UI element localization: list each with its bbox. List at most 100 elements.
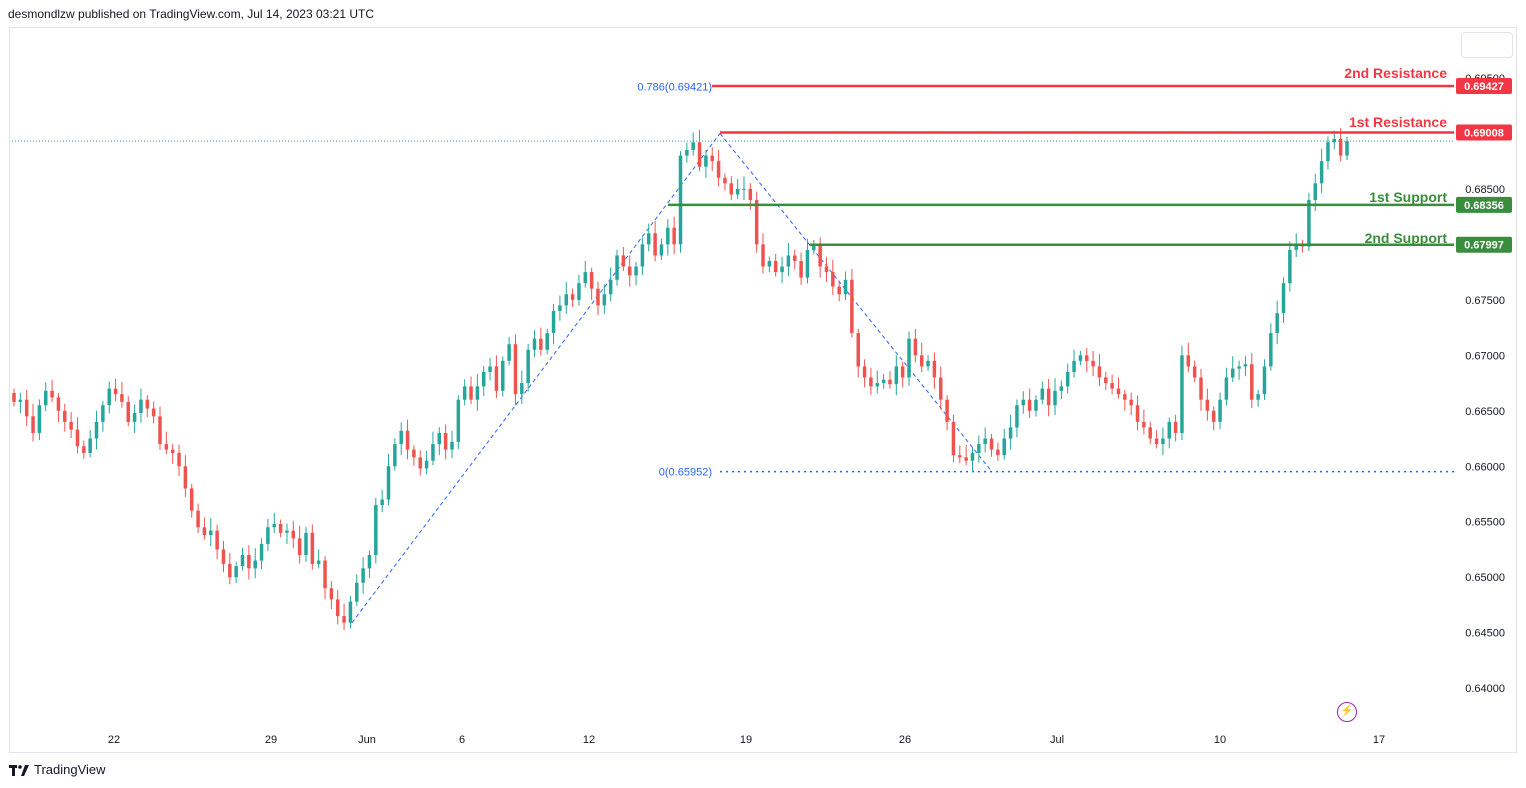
x-tick-label-6: 26 <box>899 734 911 746</box>
candle-body <box>1218 399 1222 422</box>
candle-body <box>869 377 873 387</box>
candle-body <box>945 399 949 422</box>
y-tick-label-8: 0.64500 <box>1465 628 1505 640</box>
candle-body <box>1148 427 1152 439</box>
candle-body <box>539 338 543 350</box>
candle-body <box>113 388 118 395</box>
candle-body <box>418 457 422 469</box>
candle-body <box>437 432 442 445</box>
candle-body <box>1319 161 1324 184</box>
candle-body <box>1123 394 1127 400</box>
candle-body <box>850 279 854 334</box>
fib-trendline-up <box>351 133 721 624</box>
candle-body <box>367 555 372 569</box>
candle-body <box>1205 399 1210 411</box>
candle-body <box>1281 283 1286 314</box>
level-price-tag-1 <box>1456 124 1512 141</box>
candle-body <box>132 413 137 422</box>
footer-brand[interactable]: TradingView <box>9 762 106 777</box>
candle-body <box>234 566 238 578</box>
candle-body <box>1021 399 1026 406</box>
candle-body <box>1015 405 1019 428</box>
x-tick-label-5: 19 <box>740 734 752 746</box>
candle-body <box>272 523 276 528</box>
candle-body <box>545 333 549 350</box>
candle-body <box>145 399 150 409</box>
candle-body <box>56 397 61 411</box>
candle-body <box>1161 438 1165 445</box>
candle-body <box>481 371 486 387</box>
level-price-tag-2 <box>1456 196 1512 213</box>
candle-body <box>513 344 518 395</box>
candle-body <box>1243 364 1248 367</box>
candle-body <box>735 188 740 195</box>
candle-body <box>1129 399 1133 406</box>
candle-body <box>202 527 207 536</box>
candle-body <box>12 393 16 402</box>
candle-body <box>780 266 784 273</box>
tradingview-logo-icon <box>9 764 29 776</box>
candle-body <box>843 279 848 295</box>
candle-body <box>996 449 1000 456</box>
candle-body <box>120 394 124 402</box>
candle-body <box>316 560 321 564</box>
candle-body <box>82 446 86 453</box>
candle-body <box>424 460 429 469</box>
candle-body <box>659 244 664 256</box>
candle-body <box>589 272 594 289</box>
candle-body <box>824 266 829 273</box>
y-tick-label-7: 0.65000 <box>1465 572 1505 584</box>
candle-body <box>1008 427 1013 439</box>
candle-body <box>456 399 461 442</box>
chart-frame[interactable] <box>9 27 1517 753</box>
candle-body <box>1237 366 1241 369</box>
candle-body <box>1307 199 1311 247</box>
level-price-tag-3 <box>1456 236 1512 253</box>
candle-body <box>285 530 289 533</box>
candle-body <box>932 360 937 378</box>
candle-body <box>1211 410 1216 422</box>
candle-body <box>24 399 29 417</box>
candle-body <box>221 549 226 564</box>
candle-body <box>215 530 219 550</box>
chart-settings-box[interactable] <box>1461 32 1513 58</box>
candle-body <box>450 441 454 450</box>
candle-body <box>183 466 188 489</box>
candle-body <box>1224 377 1229 400</box>
candle-body <box>583 272 588 284</box>
candle-body <box>551 310 556 334</box>
candle-body <box>913 338 918 356</box>
x-tick-label-0: 22 <box>108 734 120 746</box>
candle-body <box>1338 138 1343 156</box>
candle-body <box>596 288 600 306</box>
candle-body <box>1002 438 1006 456</box>
candle-body <box>1199 377 1203 400</box>
x-tick-label-3: 6 <box>459 734 465 746</box>
candle-body <box>304 532 308 556</box>
candle-body <box>291 530 296 539</box>
x-tick-label-9: 17 <box>1373 734 1385 746</box>
candle-body <box>1269 333 1273 367</box>
candle-body <box>1186 355 1191 367</box>
level-name-2: 1st Support <box>1369 189 1447 205</box>
lightning-icon[interactable]: ⚡ <box>1337 702 1357 722</box>
candle-body <box>761 244 765 267</box>
candle-body <box>799 261 803 278</box>
candle-body <box>958 455 962 458</box>
candle-body <box>405 430 410 450</box>
candle-body <box>18 399 23 402</box>
candle-body <box>126 401 131 422</box>
candle-body <box>1040 388 1045 400</box>
candle-body <box>678 155 683 245</box>
level-price-label-0: 0.69427 <box>1464 81 1504 93</box>
candle-body <box>793 255 797 261</box>
candle-body <box>1288 249 1292 284</box>
candle-body <box>1332 138 1337 143</box>
candle-body <box>266 527 270 544</box>
candle-body <box>812 244 816 250</box>
candle-body <box>31 416 35 433</box>
candle-body <box>1173 421 1178 433</box>
level-name-0: 2nd Resistance <box>1344 65 1447 81</box>
y-tick-label-9: 0.64000 <box>1465 683 1505 695</box>
